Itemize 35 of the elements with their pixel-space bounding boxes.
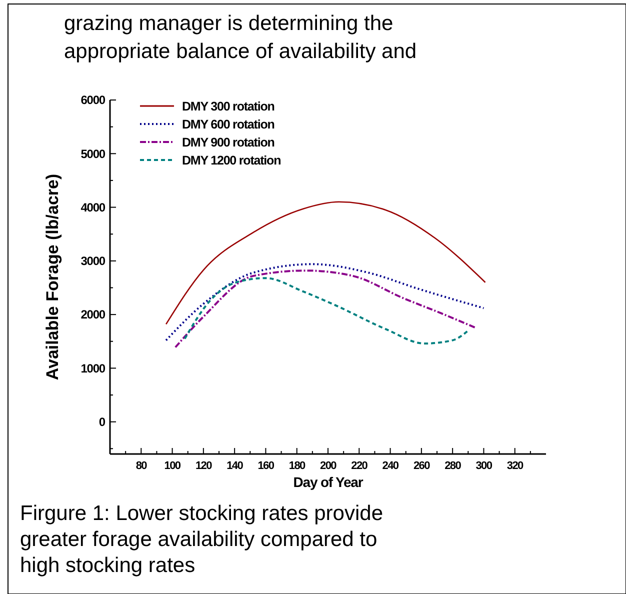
y-tick-label: 4000 (80, 200, 106, 214)
y-tick-label: 1000 (80, 361, 106, 376)
x-tick-label: 80 (136, 460, 148, 472)
x-tick-label: 200 (320, 460, 337, 472)
legend-label: DMY 600 rotation (182, 117, 274, 132)
text: grazing manager is determining the (64, 12, 394, 35)
y-tick-label: 3000 (80, 254, 106, 268)
text: high stocking rates (20, 554, 196, 577)
legend-label: DMY 900 rotation (182, 135, 274, 150)
x-tick-label: 140 (226, 460, 244, 472)
y-tick-label: 2000 (80, 308, 106, 322)
line-series (184, 277, 470, 345)
text: appropriate balance of availability and (64, 40, 417, 63)
line-series (165, 201, 486, 325)
legend-label: DMY 300 rotation (182, 99, 274, 114)
y-tick-label: 0 (98, 415, 106, 430)
x-tick-label: 280 (444, 460, 462, 472)
x-tick-label: 120 (195, 460, 212, 472)
text: greater forage availability compared to (20, 528, 378, 551)
x-tick-label: 100 (164, 460, 181, 472)
line-series (165, 263, 485, 342)
y-tick-label: 6000 (80, 93, 106, 108)
line-series (174, 270, 477, 348)
y-axis-title: Available Forage (lb/acre) (43, 174, 62, 380)
x-axis-title: Day of Year (293, 474, 364, 490)
x-tick-label: 300 (476, 460, 492, 472)
y-tick-label: 5000 (80, 146, 106, 161)
text: Firgure 1: Lower stocking rates provide (20, 502, 383, 525)
x-tick-label: 220 (351, 460, 368, 472)
x-tick-label: 320 (506, 460, 524, 472)
x-tick-label: 160 (258, 460, 274, 472)
x-tick-label: 180 (288, 460, 306, 472)
legend-label: DMY 1200 rotation (182, 153, 281, 168)
x-tick-label: 240 (382, 460, 399, 472)
x-tick-label: 260 (413, 460, 430, 472)
